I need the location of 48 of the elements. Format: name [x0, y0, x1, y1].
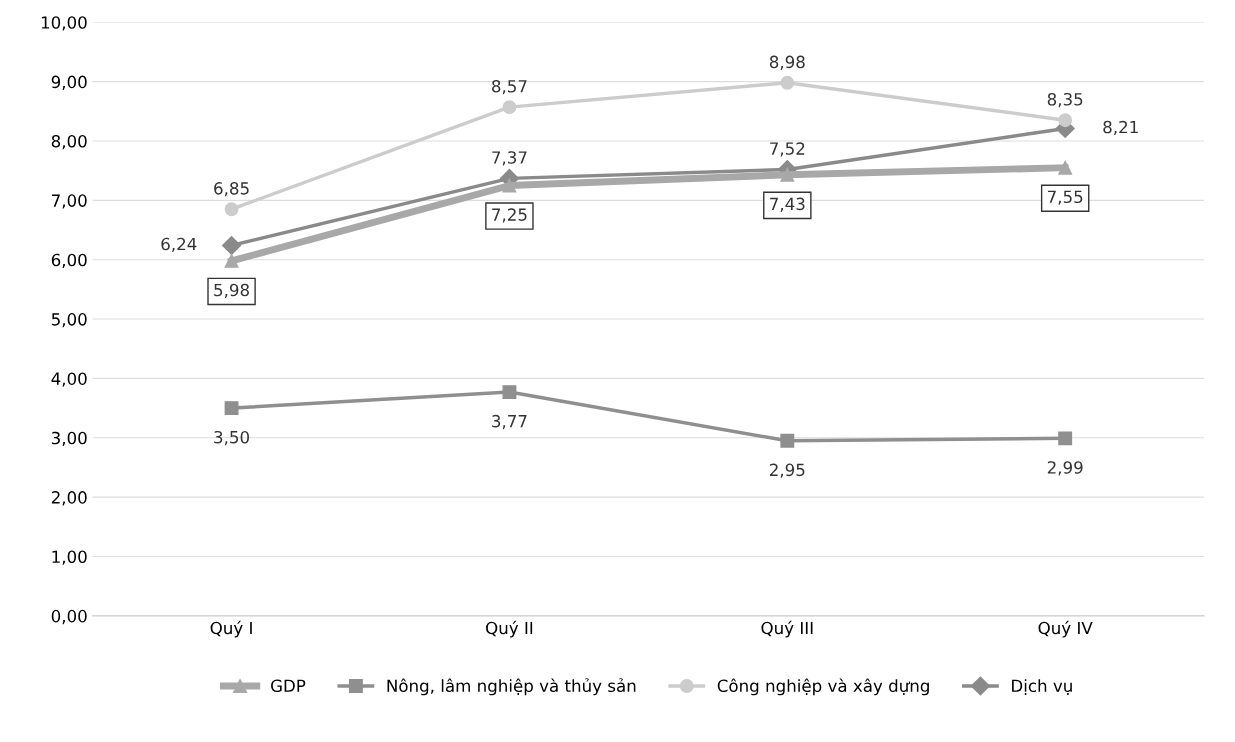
- legend-label: Công nghiệp và xây dựng: [717, 678, 929, 696]
- point: [502, 178, 517, 193]
- point: [224, 401, 239, 416]
- y-tick-label: 10,00: [41, 16, 87, 31]
- legend-label: Dịch vụ: [1012, 679, 1072, 695]
- data-label: 7,43: [770, 197, 805, 212]
- x-tick-label: Quý I: [210, 620, 252, 638]
- y-tick-label: 0,00: [51, 609, 87, 625]
- data-label: 2,95: [769, 463, 805, 478]
- y-tick-label: 4,00: [51, 372, 87, 387]
- data-label: 8,57: [492, 79, 527, 95]
- point: [222, 235, 242, 255]
- x-tick-label: Quý II: [486, 620, 533, 638]
- data-label: 7,55: [1048, 190, 1083, 205]
- y-tick-label: 9,00: [51, 75, 87, 90]
- legend-label: Nông, lâm nghiệp và thủy sản: [387, 678, 636, 696]
- x-tick-label: Quý IV: [1038, 620, 1093, 638]
- y-tick-label: 6,00: [51, 253, 87, 268]
- data-label: 5,98: [214, 283, 249, 298]
- point: [780, 433, 795, 448]
- point: [1058, 160, 1073, 175]
- data-label: 7,25: [492, 208, 527, 223]
- point: [1058, 431, 1073, 446]
- data-label: 6,85: [214, 182, 249, 197]
- data-label: 2,99: [1047, 461, 1083, 476]
- data-label: 8,35: [1047, 92, 1083, 108]
- data-label: 3,50: [214, 430, 250, 446]
- point: [502, 100, 517, 115]
- y-tick-label: 7,00: [52, 194, 87, 209]
- data-label: 7,52: [770, 142, 805, 157]
- data-label: 3,77: [492, 414, 527, 430]
- point: [780, 75, 795, 90]
- y-tick-label: 8,00: [51, 134, 87, 150]
- point: [502, 385, 517, 400]
- point: [1058, 113, 1073, 128]
- y-tick-label: 2,00: [51, 491, 87, 506]
- point: [224, 202, 239, 217]
- x-tick-label: Quý III: [761, 620, 813, 638]
- data-label: 8,21: [1103, 120, 1138, 136]
- y-tick-label: 3,00: [51, 431, 87, 447]
- y-tick-label: 5,00: [51, 313, 87, 328]
- point: [224, 253, 239, 268]
- data-label: 8,98: [769, 55, 805, 70]
- legend-label: GDP: [271, 679, 306, 693]
- data-label: 7,37: [492, 151, 527, 166]
- data-label: 6,24: [161, 237, 197, 252]
- point: [780, 167, 795, 182]
- y-tick-label: 1,00: [52, 550, 87, 565]
